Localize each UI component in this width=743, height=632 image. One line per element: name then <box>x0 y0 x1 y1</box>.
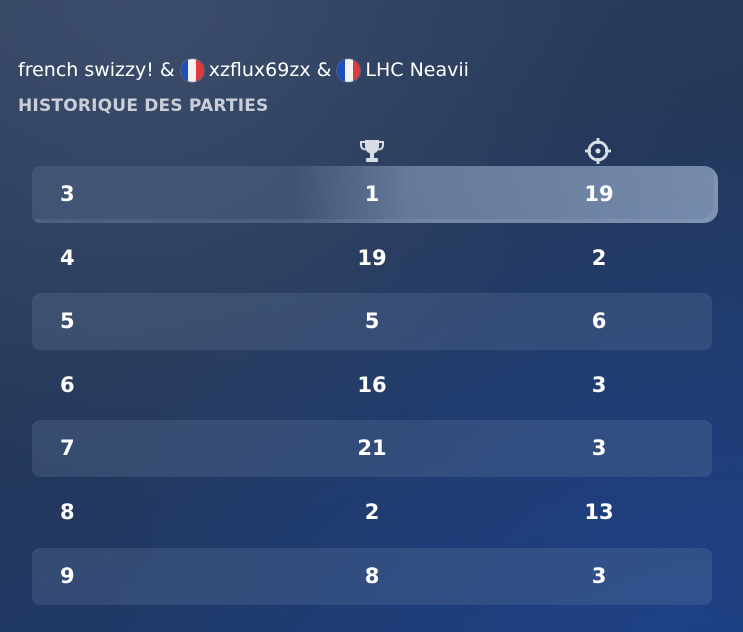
player-separator: & <box>159 59 175 81</box>
player-name-3[interactable]: LHC Neavii <box>365 59 469 81</box>
match-eliminations: 6 <box>591 309 607 334</box>
match-row[interactable]: 6 16 3 <box>32 357 712 414</box>
player-name-2[interactable]: xzflux69zx <box>208 59 311 81</box>
match-number: 4 <box>60 245 75 270</box>
match-number: 8 <box>60 499 75 524</box>
match-placement: 2 <box>364 499 380 524</box>
match-eliminations: 3 <box>591 372 607 397</box>
match-eliminations: 3 <box>591 436 607 461</box>
match-row[interactable]: 3 1 19 <box>32 166 718 223</box>
trophy-icon <box>360 140 384 162</box>
match-row[interactable]: 7 21 3 <box>32 420 712 478</box>
team-players: french swizzy! & xzflux69zx & LHC Neavii <box>18 56 469 84</box>
match-placement: 19 <box>357 245 387 270</box>
match-number: 9 <box>60 563 75 588</box>
match-placement: 21 <box>357 436 387 461</box>
player-name-1[interactable]: french swizzy! <box>18 59 154 81</box>
match-history-table: 3 1 19 4 19 2 5 5 6 6 16 3 7 21 3 8 2 13… <box>32 166 718 611</box>
match-eliminations: 3 <box>591 563 607 588</box>
match-row[interactable]: 5 5 6 <box>32 293 712 351</box>
france-flag-icon <box>180 58 204 82</box>
match-row[interactable]: 4 19 2 <box>32 230 712 287</box>
match-number: 7 <box>60 436 75 461</box>
match-number: 6 <box>60 372 75 397</box>
france-flag-icon <box>337 58 361 82</box>
match-placement: 1 <box>364 182 380 206</box>
match-eliminations: 19 <box>584 182 614 206</box>
match-placement: 8 <box>364 563 380 588</box>
match-number: 3 <box>60 182 75 206</box>
match-row[interactable]: 8 2 13 <box>32 484 712 541</box>
match-placement: 5 <box>364 309 380 334</box>
player-separator: & <box>316 59 332 81</box>
section-title: HISTORIQUE DES PARTIES <box>18 96 269 116</box>
match-placement: 16 <box>357 372 387 397</box>
crosshair-icon <box>585 138 611 164</box>
match-eliminations: 2 <box>591 245 607 270</box>
match-row[interactable]: 9 8 3 <box>32 547 712 605</box>
match-number: 5 <box>60 309 75 334</box>
match-eliminations: 13 <box>584 499 614 524</box>
